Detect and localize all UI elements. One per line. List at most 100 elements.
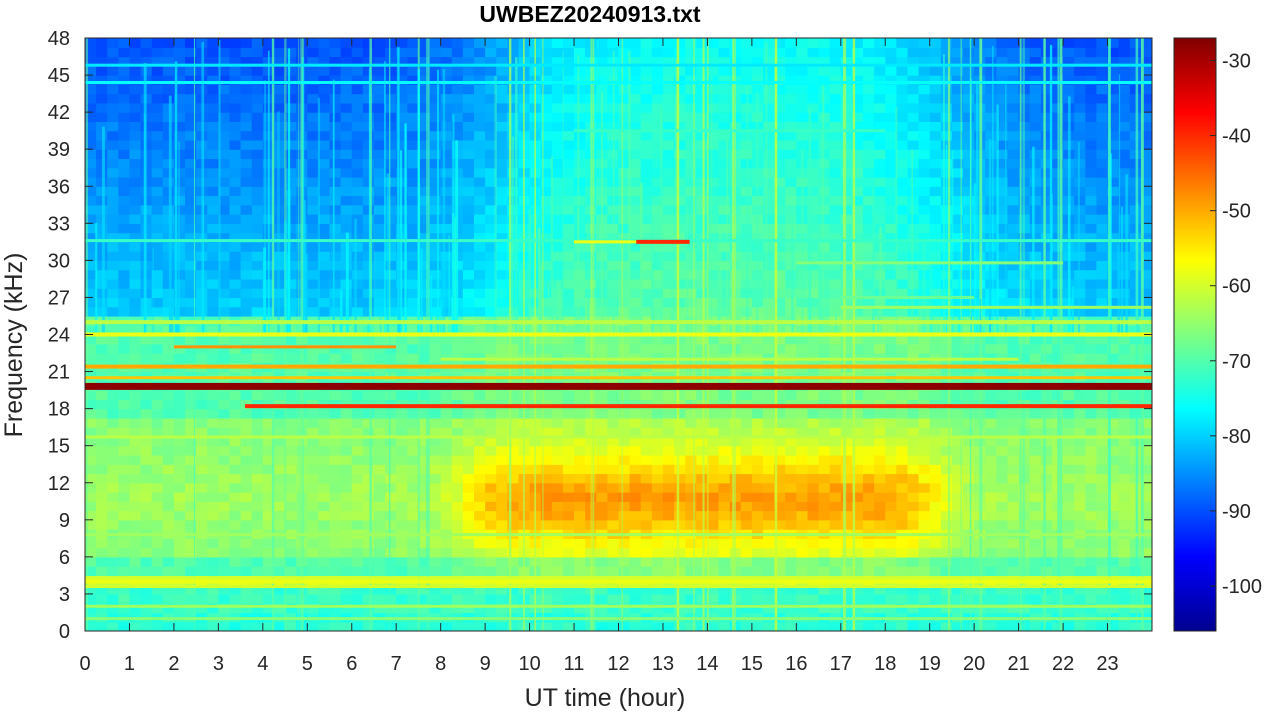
- spectrogram-cell: [840, 501, 853, 512]
- spectrogram-cell: [640, 278, 653, 289]
- spectrogram-cell: [318, 390, 331, 400]
- spectrogram-cell: [140, 417, 153, 428]
- spectrogram-cell: [485, 278, 497, 289]
- spectrogram-cell: [229, 121, 242, 132]
- spectrogram-cell: [251, 232, 264, 243]
- spectrogram-cell: [785, 195, 797, 206]
- spectrogram-cell: [85, 75, 97, 85]
- spectrogram-cell: [185, 538, 197, 549]
- spectrogram-cell: [674, 510, 686, 521]
- spectrogram-cell: [362, 343, 375, 354]
- spectrogram-cell: [585, 38, 597, 48]
- spectrogram-cell: [407, 473, 420, 484]
- spectrogram-cell: [774, 65, 786, 76]
- spectrogram-cell: [807, 454, 820, 465]
- spectrogram-cell: [451, 454, 464, 465]
- spectrogram-cell: [585, 232, 597, 243]
- spectrogram-cell: [618, 75, 631, 85]
- spectrogram-cell: [907, 343, 920, 354]
- spectrogram-cell: [373, 593, 386, 604]
- spectrogram-cell: [407, 464, 420, 475]
- spectrogram-cell: [751, 593, 764, 604]
- spectrogram-cell: [162, 399, 175, 410]
- spectrogram-cell: [373, 47, 386, 58]
- spectrogram-cell: [162, 176, 175, 187]
- spectrogram-cell: [651, 84, 664, 95]
- spectrogram-cell: [507, 306, 520, 317]
- spectrogram-cell: [940, 501, 953, 512]
- spectrogram-cell: [796, 47, 809, 58]
- spectrogram-cell: [740, 56, 753, 67]
- spectrogram-cell: [185, 436, 197, 447]
- spectrogram-cell: [185, 343, 197, 354]
- spectrogram-cell: [707, 84, 720, 95]
- spectrogram-cell: [707, 130, 720, 141]
- spectrogram-cell: [285, 492, 297, 502]
- spectrogram-cell: [551, 417, 564, 428]
- spectrogram-cell: [662, 241, 675, 252]
- spectrogram-cell: [762, 501, 775, 512]
- spectrogram-cell: [351, 214, 364, 224]
- spectrogram-cell: [863, 454, 875, 465]
- spectrogram-cell: [385, 158, 397, 169]
- spectrogram-cell: [874, 149, 886, 160]
- spectrogram-cell: [929, 436, 942, 447]
- spectrogram-cell: [151, 139, 164, 150]
- spectrogram-cell: [462, 121, 475, 132]
- spectrogram-cell: [907, 204, 920, 215]
- spectrogram-cell: [851, 195, 864, 206]
- spectrogram-cell: [574, 427, 586, 438]
- spectrogram-cell: [251, 547, 264, 558]
- spectrogram-cell: [262, 538, 275, 549]
- spectrogram-cell: [474, 445, 486, 456]
- spectrogram-cell: [640, 232, 653, 243]
- spectrogram-cell: [107, 214, 119, 224]
- spectrogram-cell: [262, 353, 275, 363]
- spectrogram-cell: [218, 510, 231, 521]
- spectrogram-cell: [640, 519, 653, 530]
- spectrogram-cell: [307, 93, 319, 104]
- spectrogram-cell: [607, 334, 620, 345]
- spectrogram-cell: [318, 306, 331, 317]
- spectrogram-cell: [662, 519, 675, 530]
- spectrogram-cell: [96, 112, 108, 122]
- spectrogram-cell: [340, 149, 353, 160]
- spectrogram-cell: [751, 408, 764, 419]
- spectrogram-cell: [929, 464, 942, 475]
- spectrogram-cell: [740, 492, 753, 502]
- spectrogram-cell: [107, 121, 119, 132]
- spectrogram-cell: [240, 297, 253, 308]
- spectrogram-cell: [907, 84, 920, 95]
- spectrogram-cell: [173, 566, 186, 577]
- spectrogram-cell: [396, 121, 408, 132]
- spectrogram-cell: [251, 176, 264, 187]
- spectrogram-cell: [340, 473, 353, 484]
- spectrogram-cell: [551, 566, 564, 577]
- spectrogram-cell: [685, 167, 697, 178]
- spectrogram-cell: [829, 408, 842, 419]
- spectrogram-cell: [273, 584, 286, 595]
- spectrogram-cell: [162, 353, 175, 363]
- spectrogram-cell: [307, 65, 319, 76]
- spectrogram-cell: [562, 214, 575, 224]
- spectrogram-cell: [318, 621, 331, 631]
- spectrogram-cell: [429, 482, 442, 493]
- spectrogram-cell: [696, 519, 709, 530]
- spectrogram-cell: [273, 325, 286, 336]
- spectrogram-cell: [96, 547, 108, 558]
- spectrogram-cell: [240, 149, 253, 160]
- spectrogram-cell: [418, 84, 431, 95]
- spectrogram-cell: [918, 492, 931, 502]
- spectrogram-cell: [118, 102, 131, 113]
- spectrogram-cell: [229, 251, 242, 261]
- spectrogram-cell: [262, 343, 275, 354]
- spectrogram-cell: [829, 121, 842, 132]
- spectrogram-cell: [85, 93, 97, 104]
- spectrogram-cell: [896, 93, 909, 104]
- spectrogram-cell: [173, 269, 186, 280]
- spectrogram-cell: [774, 306, 786, 317]
- spectrogram-cell: [651, 584, 664, 595]
- spectrogram-cell: [651, 251, 664, 261]
- spectrogram-cell: [451, 390, 464, 400]
- spectrogram-cell: [173, 593, 186, 604]
